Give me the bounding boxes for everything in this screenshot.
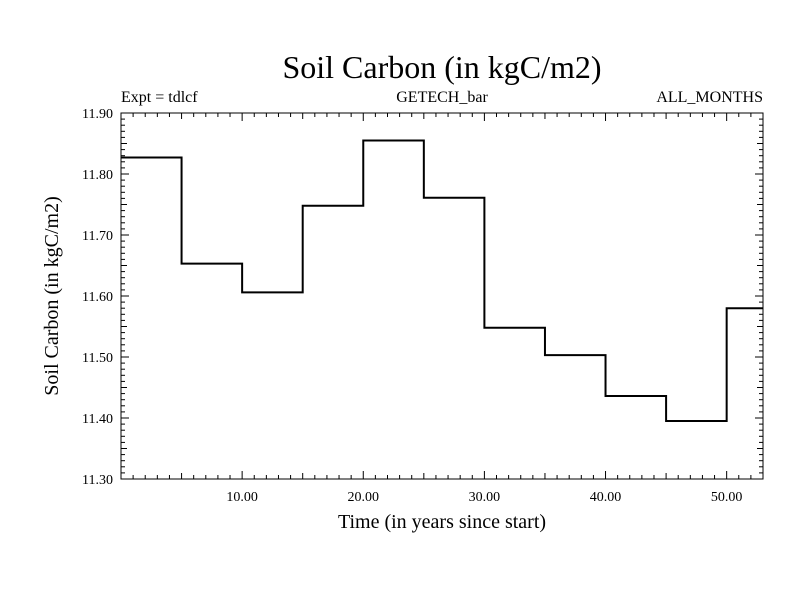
chart-title: Soil Carbon (in kgC/m2) [282,49,601,85]
x-tick-label: 40.00 [590,490,622,505]
y-tick-label: 11.40 [82,412,113,427]
x-tick-label: 30.00 [469,490,501,505]
x-axis-label: Time (in years since start) [338,511,546,533]
axis-tick-labels: 10.00 20.00 30.00 40.00 50.00 11.30 11.40 11.50… [82,107,742,505]
plot-frame [120,112,764,480]
axis-ticks [120,112,764,480]
subtitle-left: Expt = tdlcf [121,89,198,106]
y-axis-label: Soil Carbon (in kgC/m2) [41,196,63,395]
series-line [121,139,763,423]
y-tick-label: 11.50 [82,351,113,366]
x-tick-label: 50.00 [711,490,743,505]
x-tick-label: 20.00 [348,490,380,505]
y-tick-label: 11.90 [82,107,113,122]
subtitle-center: GETECH_bar [396,89,488,106]
y-tick-label: 11.30 [82,473,113,488]
subtitle-right: ALL_MONTHS [656,89,763,106]
y-tick-label: 11.80 [82,168,113,183]
x-tick-label: 10.00 [226,490,258,505]
y-tick-label: 11.60 [82,290,113,305]
y-tick-label: 11.70 [82,229,113,244]
